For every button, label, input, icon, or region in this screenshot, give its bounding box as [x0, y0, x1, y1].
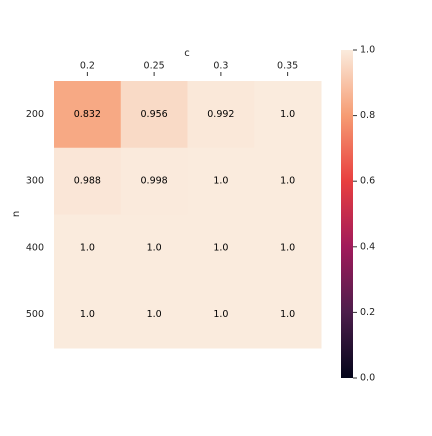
- cell-label: 0.992: [207, 109, 234, 120]
- colorbar: [341, 50, 353, 378]
- heatmap-cell: [54, 147, 122, 215]
- cell-label: 1.0: [280, 309, 295, 320]
- cell-label: 0.956: [141, 109, 168, 120]
- y-axis-title: n: [11, 211, 22, 217]
- heatmap-cell: [54, 214, 122, 282]
- colorbar-tick-label: 0.2: [360, 307, 375, 318]
- heatmap-cell: [187, 214, 255, 282]
- y-tick-label: 300: [26, 176, 44, 187]
- cell-label: 0.988: [74, 176, 101, 187]
- cell-label: 1.0: [280, 109, 295, 120]
- heatmap-cell: [54, 81, 122, 149]
- colorbar-tick-label: 0.4: [360, 241, 375, 252]
- cell-label: 0.832: [74, 109, 101, 120]
- cell-label: 1.0: [213, 176, 228, 187]
- x-tick-label: 0.2: [80, 61, 95, 72]
- heatmap-cell: [187, 147, 255, 215]
- heatmap-cell: [120, 281, 188, 349]
- y-tick-label: 500: [26, 309, 44, 320]
- x-tick-label: 0.25: [144, 61, 165, 72]
- cell-label: 1.0: [80, 242, 95, 253]
- y-tick-label: 400: [26, 242, 44, 253]
- cell-label: 1.0: [213, 242, 228, 253]
- heatmap-cell: [254, 281, 322, 349]
- heatmap-cell: [54, 281, 122, 349]
- cell-label: 1.0: [80, 309, 95, 320]
- heatmap-cell: [187, 81, 255, 149]
- cell-label: 0.998: [141, 176, 168, 187]
- x-tick-label: 0.3: [213, 61, 228, 72]
- heatmap-cell: [120, 214, 188, 282]
- cell-label: 1.0: [280, 176, 295, 187]
- cell-label: 1.0: [147, 309, 162, 320]
- heatmap-cell: [254, 214, 322, 282]
- heatmap-cell: [120, 81, 188, 149]
- heatmap-cell: [120, 147, 188, 215]
- x-axis-title: c: [184, 48, 190, 59]
- y-tick-label: 200: [26, 109, 44, 120]
- cell-label: 1.0: [213, 309, 228, 320]
- colorbar-tick-label: 1.0: [360, 45, 375, 56]
- heatmap-cell: [254, 81, 322, 149]
- cell-label: 1.0: [280, 242, 295, 253]
- x-tick-label: 0.35: [277, 61, 298, 72]
- colorbar-tick-label: 0.0: [360, 373, 375, 384]
- colorbar-tick-label: 0.8: [360, 110, 375, 121]
- heatmap-cell: [254, 147, 322, 215]
- colorbar-tick-label: 0.6: [360, 176, 375, 187]
- cell-label: 1.0: [147, 242, 162, 253]
- heatmap-cell: [187, 281, 255, 349]
